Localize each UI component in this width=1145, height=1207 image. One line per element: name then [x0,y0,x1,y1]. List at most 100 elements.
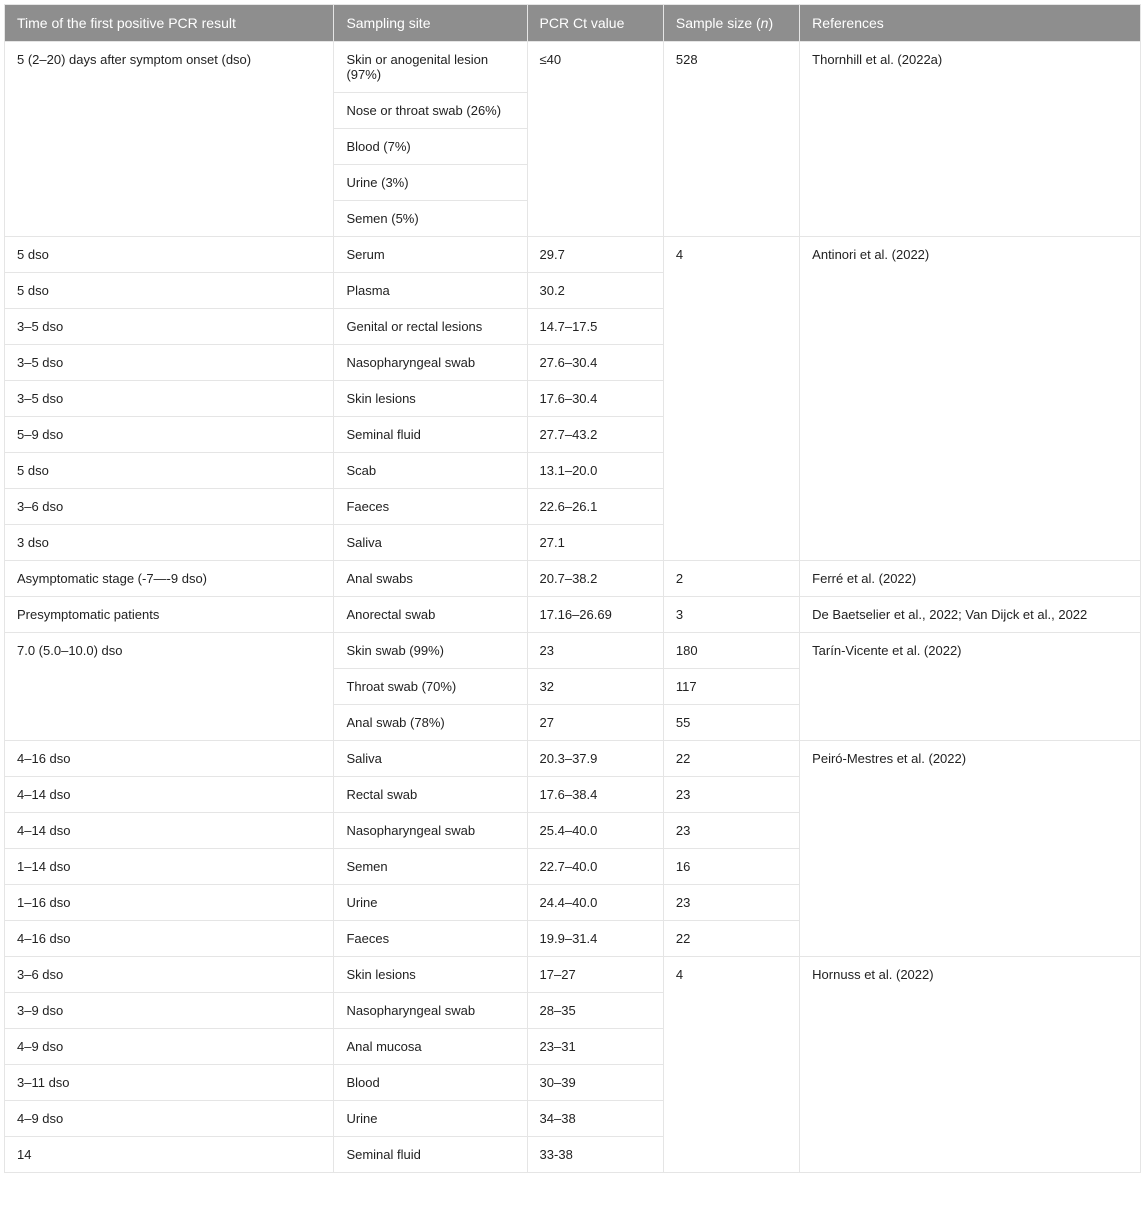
cell-ct: 20.7–38.2 [527,561,663,597]
cell-site: Urine [334,885,527,921]
cell-ct: 22.6–26.1 [527,489,663,525]
cell-time: 5 (2–20) days after symptom onset (dso) [5,42,334,237]
cell-ct: 28–35 [527,993,663,1029]
cell-time: 3 dso [5,525,334,561]
cell-site: Nasopharyngeal swab [334,993,527,1029]
cell-ct: 14.7–17.5 [527,309,663,345]
header-size: Sample size (n) [663,5,799,42]
cell-site: Scab [334,453,527,489]
cell-size: 23 [663,885,799,921]
cell-ct: 25.4–40.0 [527,813,663,849]
cell-site: Nasopharyngeal swab [334,813,527,849]
cell-size: 22 [663,741,799,777]
cell-time: 3–5 dso [5,345,334,381]
cell-site: Serum [334,237,527,273]
cell-ct: 19.9–31.4 [527,921,663,957]
cell-time: 3–5 dso [5,381,334,417]
cell-time: 4–16 dso [5,921,334,957]
cell-size: 4 [663,237,799,561]
cell-ct: 23–31 [527,1029,663,1065]
cell-size: 55 [663,705,799,741]
cell-site: Urine (3%) [334,165,527,201]
cell-site: Semen (5%) [334,201,527,237]
cell-ct: 34–38 [527,1101,663,1137]
cell-ref: Thornhill et al. (2022a) [800,42,1141,237]
table-header-row: Time of the first positive PCR result Sa… [5,5,1141,42]
cell-ct: 20.3–37.9 [527,741,663,777]
cell-time: 7.0 (5.0–10.0) dso [5,633,334,741]
pcr-results-table: Time of the first positive PCR result Sa… [4,4,1141,1173]
cell-size: 528 [663,42,799,237]
cell-ct: 27 [527,705,663,741]
cell-size: 16 [663,849,799,885]
cell-site: Urine [334,1101,527,1137]
cell-size: 22 [663,921,799,957]
table-row: Presymptomatic patientsAnorectal swab17.… [5,597,1141,633]
cell-site: Semen [334,849,527,885]
cell-site: Skin lesions [334,957,527,993]
cell-size: 4 [663,957,799,1173]
table-row: 5 dsoSerum29.74Antinori et al. (2022) [5,237,1141,273]
cell-site: Seminal fluid [334,1137,527,1173]
cell-site: Plasma [334,273,527,309]
cell-ref: Hornuss et al. (2022) [800,957,1141,1173]
cell-time: 14 [5,1137,334,1173]
cell-time: 3–6 dso [5,489,334,525]
cell-site: Skin swab (99%) [334,633,527,669]
cell-size: 117 [663,669,799,705]
cell-ct: 30.2 [527,273,663,309]
table-row: Asymptomatic stage (-7—-9 dso)Anal swabs… [5,561,1141,597]
cell-site: Anal swabs [334,561,527,597]
cell-time: 1–16 dso [5,885,334,921]
cell-site: Nose or throat swab (26%) [334,93,527,129]
cell-site: Anorectal swab [334,597,527,633]
cell-site: Faeces [334,921,527,957]
cell-time: 4–16 dso [5,741,334,777]
cell-ct: 27.6–30.4 [527,345,663,381]
cell-ct: 29.7 [527,237,663,273]
cell-site: Skin or anogenital lesion (97%) [334,42,527,93]
cell-time: 4–14 dso [5,813,334,849]
cell-size: 23 [663,777,799,813]
cell-ct: 30–39 [527,1065,663,1101]
table-row: 3–6 dsoSkin lesions17–274Hornuss et al. … [5,957,1141,993]
cell-time: 5 dso [5,237,334,273]
cell-site: Blood [334,1065,527,1101]
cell-time: Presymptomatic patients [5,597,334,633]
cell-site: Blood (7%) [334,129,527,165]
cell-time: 3–9 dso [5,993,334,1029]
cell-ct: 17.16–26.69 [527,597,663,633]
cell-time: 4–9 dso [5,1101,334,1137]
cell-time: Asymptomatic stage (-7—-9 dso) [5,561,334,597]
cell-ref: Antinori et al. (2022) [800,237,1141,561]
cell-time: 5 dso [5,273,334,309]
cell-ref: Tarín-Vicente et al. (2022) [800,633,1141,741]
cell-ct: 27.7–43.2 [527,417,663,453]
cell-ct: 17.6–38.4 [527,777,663,813]
header-ct: PCR Ct value [527,5,663,42]
header-ref: References [800,5,1141,42]
cell-ct: ≤40 [527,42,663,237]
cell-ct: 22.7–40.0 [527,849,663,885]
cell-site: Nasopharyngeal swab [334,345,527,381]
cell-ref: De Baetselier et al., 2022; Van Dijck et… [800,597,1141,633]
cell-size: 2 [663,561,799,597]
cell-site: Rectal swab [334,777,527,813]
cell-ct: 17–27 [527,957,663,993]
cell-site: Faeces [334,489,527,525]
cell-ct: 17.6–30.4 [527,381,663,417]
cell-site: Saliva [334,525,527,561]
cell-time: 3–5 dso [5,309,334,345]
cell-ct: 13.1–20.0 [527,453,663,489]
cell-time: 1–14 dso [5,849,334,885]
cell-time: 3–11 dso [5,1065,334,1101]
cell-site: Anal swab (78%) [334,705,527,741]
table-row: 5 (2–20) days after symptom onset (dso)S… [5,42,1141,93]
cell-site: Seminal fluid [334,417,527,453]
cell-ct: 32 [527,669,663,705]
cell-site: Anal mucosa [334,1029,527,1065]
cell-site: Genital or rectal lesions [334,309,527,345]
cell-ref: Ferré et al. (2022) [800,561,1141,597]
header-site: Sampling site [334,5,527,42]
cell-time: 5–9 dso [5,417,334,453]
